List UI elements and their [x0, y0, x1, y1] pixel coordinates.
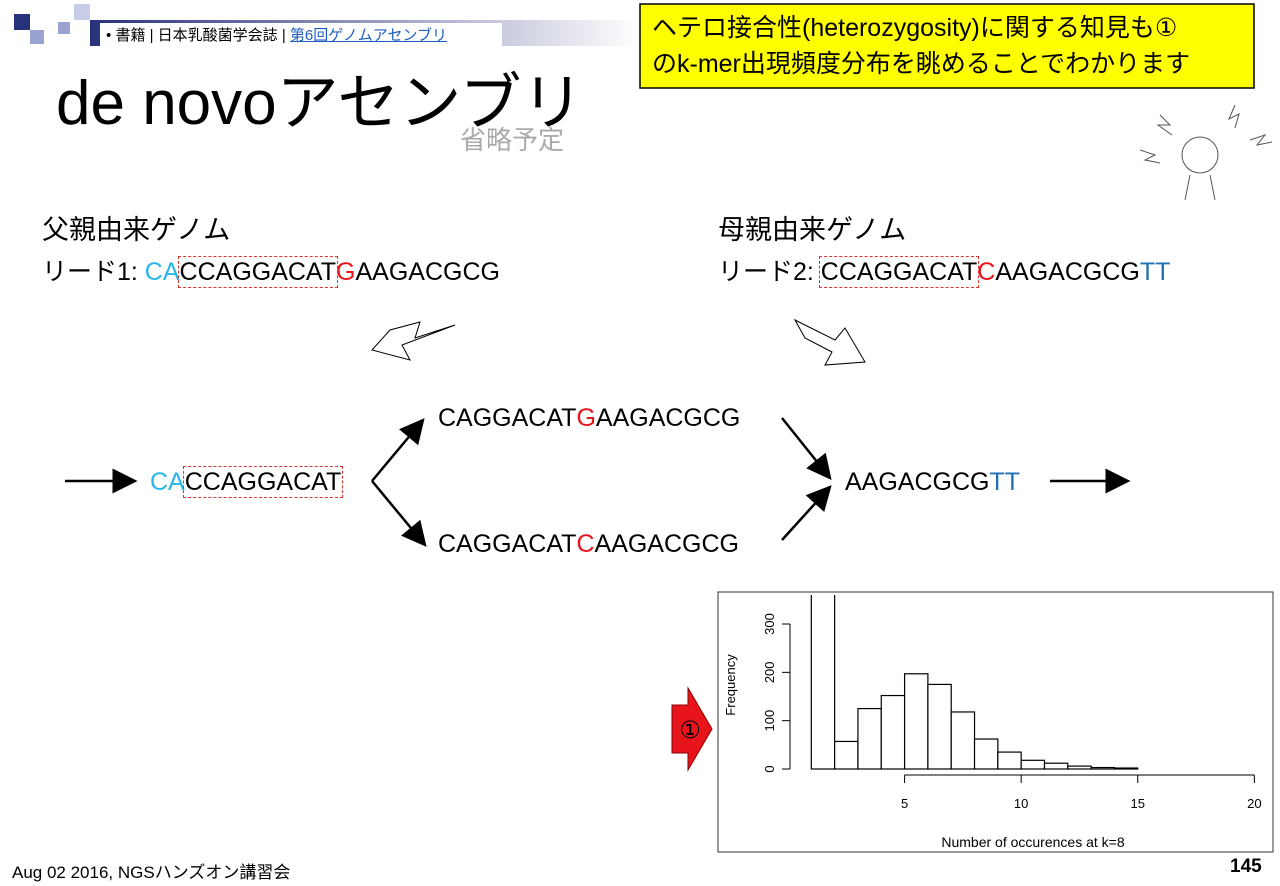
sequence-segment: C — [576, 530, 595, 558]
sequence-segment: AAGACGCG — [594, 530, 739, 558]
x-tick-label: 10 — [1014, 796, 1028, 811]
sequence-segment: CAGGACAT — [438, 530, 577, 558]
bar — [880, 694, 906, 770]
callout: ヘテロ接合性(heterozygosity)に関する知見も① のk-mer出現頻度… — [652, 10, 1190, 82]
sequence-segment: AAGACGCG — [995, 258, 1140, 286]
bar — [950, 711, 976, 770]
bar — [997, 751, 1022, 770]
subtitle: 省略予定 — [460, 125, 565, 155]
breadcrumb: • 書籍 | 日本乳酸菌学会誌 | 第6回ゲノムアセンブリ — [106, 24, 447, 45]
node-lower: CAGGACATCAAGACGCG — [438, 530, 739, 559]
deco — [14, 14, 30, 30]
deco — [58, 22, 70, 34]
bar — [1113, 767, 1139, 770]
bar — [903, 673, 929, 770]
node-upper: CAGGACATGAAGACGCG — [438, 404, 740, 433]
callout-line: のk-mer出現頻度分布を眺めることでわかります — [652, 50, 1191, 78]
bar — [1090, 766, 1116, 770]
y-tick-label: 300 — [762, 613, 777, 635]
sequence-segment: TT — [989, 468, 1021, 496]
page-number: 145 — [1230, 856, 1262, 877]
bar — [1067, 765, 1092, 770]
maternal-label: 母親由来ゲノム — [718, 215, 907, 245]
sequence-segment: G — [336, 258, 356, 286]
sequence-segment: CA — [144, 258, 180, 286]
breadcrumb-link[interactable]: 第6回ゲノムアセンブリ — [289, 27, 448, 44]
sequence-segment: CCAGGACAT — [818, 256, 980, 288]
y-tick-label: 200 — [762, 661, 777, 683]
sequence-segment: C — [977, 258, 996, 286]
graph-edges — [65, 417, 1131, 547]
node-right: AAGACGCGTT — [845, 468, 1020, 497]
sequence-segment: AAGACGCG — [595, 404, 741, 432]
sequence-segment: CCAGGACAT — [177, 256, 339, 288]
bar — [1020, 759, 1046, 770]
callout-box — [639, 3, 1255, 89]
bars — [810, 595, 1139, 770]
bar — [810, 595, 836, 770]
x-tick-label: 20 — [1247, 796, 1261, 811]
read2: リード2: CCAGGACATCAAGACGCGTT — [718, 252, 1170, 288]
y-tick-label: 100 — [762, 710, 777, 732]
y-axis-label: Frequency — [723, 654, 738, 716]
sequence-segment: AAGACGCG — [845, 468, 990, 496]
deco — [30, 30, 44, 44]
marker-arrow — [671, 686, 713, 772]
node-left: CACCAGGACAT — [150, 466, 344, 498]
paternal-label: 父親由来ゲノム — [42, 215, 231, 245]
block-arrow — [371, 321, 456, 361]
sequence-segment: G — [576, 404, 596, 432]
bar — [834, 740, 859, 770]
bar — [927, 683, 952, 770]
breadcrumb-text: 書籍 | 日本乳酸菌学会誌 | — [115, 27, 286, 44]
deco — [74, 4, 90, 20]
footer: Aug 02 2016, NGSハンズオン講習会 — [12, 863, 291, 882]
sequence-segment: AAGACGCG — [355, 258, 500, 286]
read1: リード1: CACCAGGACATGAAGACGCG — [42, 252, 500, 288]
x-tick-label: 15 — [1131, 796, 1145, 811]
bar — [857, 707, 882, 770]
marker-label: ① — [679, 717, 701, 744]
callout-line: ヘテロ接合性(heterozygosity)に関する知見も① — [652, 14, 1178, 42]
breadcrumb-bg — [100, 23, 502, 46]
title: de novoアセンブリ — [56, 69, 584, 138]
y-tick-label: 0 — [762, 765, 777, 772]
chart-frame — [717, 591, 1274, 853]
x-axis-label: Number of occurences at k=8 — [941, 834, 1124, 850]
bullet: • — [106, 27, 112, 44]
sequence-segment: CCAGGACAT — [182, 466, 344, 498]
bar — [973, 738, 999, 770]
sequence-segment: CA — [150, 468, 185, 496]
block-arrow — [793, 318, 866, 366]
sequence-segment: CAGGACAT — [438, 404, 577, 432]
read-prefix: リード2: — [718, 258, 821, 286]
bar — [1043, 762, 1069, 770]
sequence-segment: TT — [1139, 258, 1171, 286]
read-prefix: リード1: — [42, 258, 145, 286]
doodle — [1139, 104, 1273, 201]
x-tick-label: 5 — [901, 796, 908, 811]
